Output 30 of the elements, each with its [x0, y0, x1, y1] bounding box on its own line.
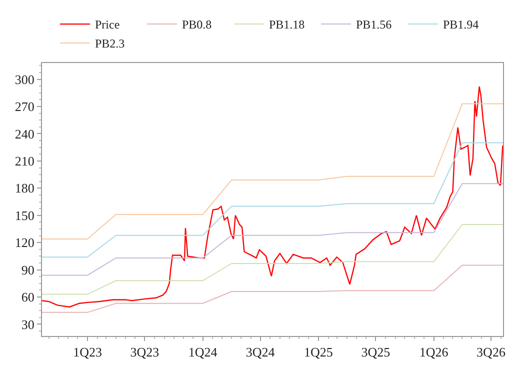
- line-series: [42, 183, 503, 276]
- legend-label: PB1.94: [443, 18, 479, 32]
- legend-label: PB1.18: [269, 18, 305, 32]
- legend-label: Price: [95, 18, 120, 32]
- legend-label: PB0.8: [182, 18, 212, 32]
- y-tick-label: 300: [14, 72, 34, 87]
- y-tick-label: 120: [14, 235, 34, 250]
- y-tick-label: 30: [21, 316, 34, 332]
- y-tick-label: 60: [21, 290, 34, 305]
- x-tick-label: 3Q25: [361, 344, 390, 360]
- line-series: [42, 224, 503, 295]
- y-tick-label: 180: [14, 180, 34, 196]
- x-tick-label: 3Q24: [246, 344, 276, 360]
- line-series: [42, 264, 503, 313]
- x-tick-label: 1Q25: [304, 344, 333, 360]
- legend-label: PB2.3: [95, 36, 125, 51]
- y-tick-label: 90: [21, 262, 34, 278]
- y-tick-label: 150: [14, 208, 34, 223]
- line-series: [42, 142, 503, 258]
- x-tick-label: 1Q26: [419, 344, 449, 360]
- y-tick-label: 270: [14, 99, 34, 114]
- y-tick-label: 240: [14, 126, 34, 142]
- x-tick-label: 3Q23: [130, 344, 160, 360]
- legend-label: PB1.56: [356, 18, 392, 32]
- x-tick-label: 3Q26: [476, 344, 506, 360]
- x-tick-label: 1Q23: [73, 344, 102, 360]
- line-series: [42, 86, 503, 308]
- y-tick-label: 210: [14, 154, 34, 168]
- x-tick-label: 1Q24: [188, 344, 218, 360]
- line-series: [42, 103, 503, 240]
